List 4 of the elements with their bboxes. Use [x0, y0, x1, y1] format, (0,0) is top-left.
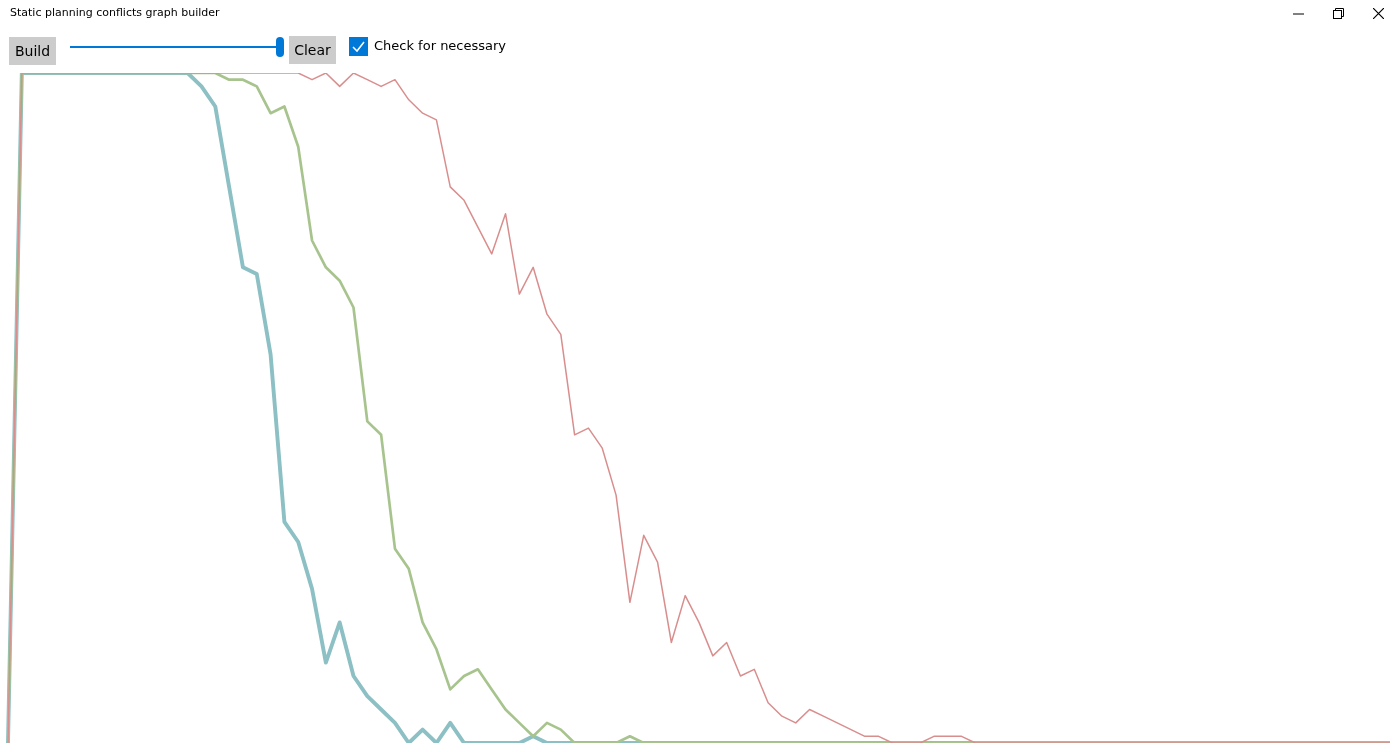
chart-title: Static planning conflicts graph builder: [10, 6, 220, 19]
text: Check for necessary: [374, 38, 507, 53]
text: Clear: [289, 36, 336, 64]
text: Build: [9, 37, 56, 65]
